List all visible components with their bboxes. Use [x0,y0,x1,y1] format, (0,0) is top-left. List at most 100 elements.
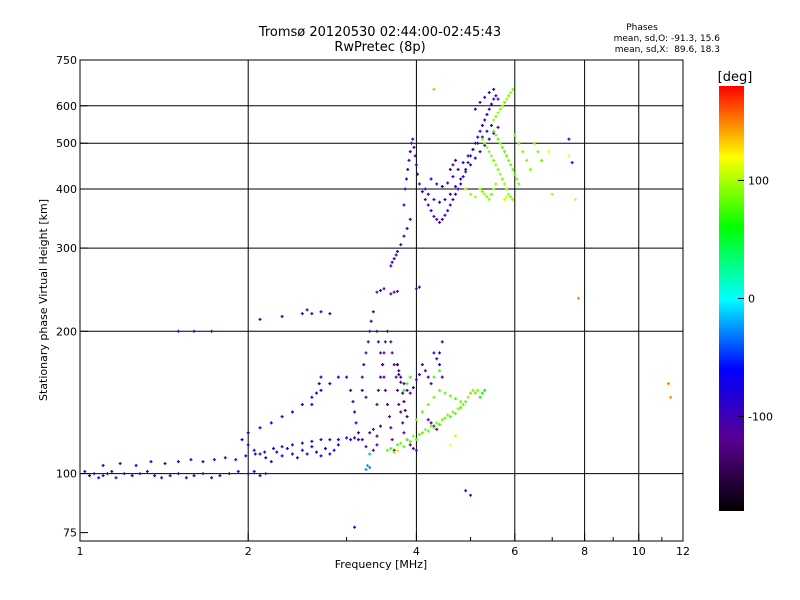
data-point [423,369,427,373]
data-point [272,446,276,450]
data-point [395,289,399,293]
data-point [414,418,418,422]
data-point [379,375,383,379]
data-point [223,456,227,460]
data-point [290,452,294,456]
data-point [485,145,489,149]
data-point [480,124,484,128]
data-point [496,111,500,115]
data-point [88,474,92,478]
data-point [432,395,436,399]
data-point [576,296,580,300]
data-point [476,135,480,139]
data-point [448,443,452,447]
data-point [240,438,244,442]
data-point [336,375,340,379]
data-point [405,388,409,392]
data-point [210,476,214,480]
x-axis-ticks: 1 2 4 6 8 10 12 [77,533,690,558]
data-point [466,154,470,158]
plot-frame [79,59,684,542]
data-point [517,141,521,145]
data-point [478,187,482,191]
data-point [505,195,509,199]
data-point [323,446,327,450]
data-point [310,439,314,443]
data-point [435,182,439,186]
data-point [389,446,393,450]
data-point [246,443,250,447]
data-point [454,192,458,196]
data-point [464,400,468,404]
data-point [485,195,489,199]
data-point [375,290,379,294]
data-point [236,470,240,474]
data-point [413,154,417,158]
data-point [408,150,412,154]
y-tick-label: 75 [63,527,77,540]
stats-heading: Phases [626,23,658,33]
data-point [498,172,502,176]
data-point [101,464,105,468]
data-point [319,375,323,379]
data-point [494,133,498,137]
data-point [483,95,487,99]
data-point [507,158,511,162]
data-point [176,460,180,464]
data-point [402,382,406,386]
data-point [492,97,496,101]
data-point [353,525,357,529]
data-point [258,452,262,456]
data-point [92,472,96,476]
data-point [513,172,517,176]
data-point [364,445,368,449]
data-point [438,363,442,367]
data-point [310,312,314,316]
data-point [669,395,673,399]
data-point [432,426,436,430]
data-point [368,452,372,456]
data-point [423,427,427,431]
y-tick-label: 600 [56,100,77,113]
chart-title: Tromsø 20120530 02:44:00-02:45:43 [258,25,502,40]
data-point [487,150,491,154]
data-point [383,388,387,392]
data-point [547,150,551,154]
data-point [500,177,504,181]
data-point [368,431,372,435]
data-point [402,203,406,207]
data-point [328,438,332,442]
data-point [417,182,421,186]
data-point [456,407,460,411]
data-point [385,448,389,452]
data-point [513,133,517,137]
data-point [345,375,349,379]
data-point [500,145,504,149]
data-point [408,375,412,379]
data-point [500,104,504,108]
data-point [456,187,460,191]
data-point [280,415,284,419]
data-point [480,391,484,395]
data-point [366,340,370,344]
data-point [353,410,357,414]
data-point [407,158,411,162]
data-point [319,388,323,392]
data-point [478,129,482,133]
x-tick-label: 2 [245,545,252,558]
data-point [509,195,513,199]
data-point [399,410,403,414]
data-point [429,421,433,425]
data-point [395,388,399,392]
data-point [461,403,465,407]
colorbar-tick-label: -100 [748,411,773,424]
colorbar-tick-label: 0 [748,293,755,306]
data-point [192,474,196,478]
colorbar-tick-label: 100 [748,174,769,187]
data-point [454,412,458,415]
data-point [379,351,383,355]
data-point [469,192,473,196]
data-point [480,137,484,141]
data-point [443,213,447,217]
